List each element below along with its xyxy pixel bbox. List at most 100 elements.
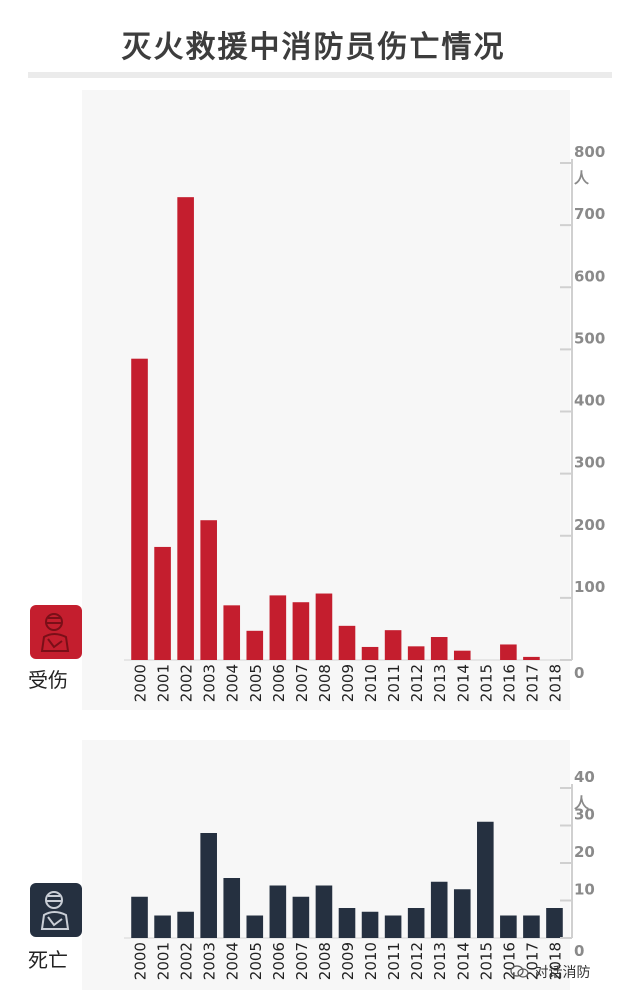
deaths-x-tick-label: 2003 <box>201 942 219 980</box>
deaths-x-tick-label: 2011 <box>385 942 403 980</box>
injured-bar <box>200 520 217 660</box>
injured-x-tick-label: 2004 <box>224 664 242 702</box>
injured-bar <box>246 630 264 660</box>
injured-bar <box>384 630 402 660</box>
injured-bar <box>361 646 379 660</box>
deaths-x-tick-label: 2009 <box>339 942 357 980</box>
deaths-x-tick-label: 2017 <box>523 942 541 980</box>
deaths-bar <box>269 885 287 938</box>
injured-x-tick-label: 2011 <box>385 664 403 702</box>
injured-bar <box>269 595 287 660</box>
deaths-bar <box>154 915 171 938</box>
injured-x-tick-label: 2003 <box>201 664 219 702</box>
deaths-bar <box>200 833 217 938</box>
injured-y-tick-label: 600 <box>574 267 605 285</box>
deaths-x-tick-label: 2014 <box>454 942 472 980</box>
injured-bar <box>407 646 425 660</box>
injured-y-tick-label: 300 <box>574 454 605 472</box>
injured-badge <box>30 605 82 659</box>
deaths-x-tick-label: 2018 <box>546 942 564 980</box>
deaths-bar <box>223 878 241 938</box>
injured-x-tick-label: 2000 <box>132 664 150 702</box>
deaths-bar <box>246 915 264 938</box>
injured-bar <box>154 546 171 660</box>
deaths-x-tick-label: 2007 <box>293 942 311 980</box>
injured-x-tick-label: 2013 <box>431 664 449 702</box>
deaths-bar-chart: 2000 2001 2002 2003 2004 2005 2006 2007 2008 2009… <box>124 768 595 980</box>
deaths-bar <box>523 915 540 938</box>
injured-bar-chart: 2000 2001 2002 2003 2004 2005 2006 2007 2008 2009… <box>124 143 605 702</box>
deaths-bar <box>453 889 471 938</box>
deaths-x-tick-label: 2000 <box>132 942 150 980</box>
injured-y-tick-label: 500 <box>574 329 605 347</box>
injured-x-tick-label: 2018 <box>546 664 564 702</box>
deaths-x-tick-label: 2016 <box>500 942 518 980</box>
deaths-x-tick-label: 2004 <box>224 942 242 980</box>
injured-x-tick-label: 2010 <box>362 664 380 702</box>
deaths-bar <box>546 908 563 938</box>
injured-bar <box>453 650 471 660</box>
injured-x-tick-label: 2005 <box>247 664 265 702</box>
deaths-x-tick-label: 2012 <box>408 942 426 980</box>
injured-y-tick-label: 400 <box>574 392 605 410</box>
injured-bar <box>177 197 194 660</box>
wechat-icon <box>510 965 529 978</box>
injured-y-tick-label: 800 <box>574 143 605 161</box>
deaths-x-tick-label: 2008 <box>316 942 334 980</box>
deaths-y-tick-label: 0 <box>574 942 584 960</box>
deaths-bar <box>361 911 379 938</box>
deaths-y-tick-label: 20 <box>574 843 595 861</box>
injured-x-tick-label: 2001 <box>155 664 173 702</box>
deaths-x-tick-label: 2010 <box>362 942 380 980</box>
injured-y-tick-label: 200 <box>574 516 605 534</box>
injured-x-tick-label: 2016 <box>500 664 518 702</box>
deaths-x-tick-label: 2006 <box>270 942 288 980</box>
deaths-y-tick-label: 30 <box>574 806 595 824</box>
injured-label: 受伤 <box>28 668 68 692</box>
deaths-x-tick-label: 2001 <box>155 942 173 980</box>
deaths-x-tick-label: 2005 <box>247 942 265 980</box>
deaths-bar <box>407 908 425 938</box>
injured-x-tick-label: 2008 <box>316 664 334 702</box>
deaths-bar <box>315 885 333 938</box>
injured-x-tick-label: 2009 <box>339 664 357 702</box>
injured-bar <box>292 602 310 660</box>
deaths-y-tick-label: 40 <box>574 768 595 786</box>
injured-x-tick-label: 2012 <box>408 664 426 702</box>
deaths-label: 死亡 <box>28 948 68 972</box>
injured-x-tick-label: 2007 <box>293 664 311 702</box>
deaths-y-tick-label: 10 <box>574 881 595 899</box>
injured-bar <box>223 605 241 660</box>
injured-y-tick-label: 700 <box>574 205 605 223</box>
deceased-firefighter-icon <box>40 891 70 930</box>
watermark: 对话消防 <box>510 962 590 982</box>
injured-x-tick-label: 2014 <box>454 664 472 702</box>
deaths-bar <box>477 821 494 938</box>
injured-x-tick-label: 2006 <box>270 664 288 702</box>
deaths-x-tick-label: 2002 <box>178 942 196 980</box>
page-title: 灭火救援中消防员伤亡情况 <box>121 30 506 65</box>
deaths-bar <box>131 896 148 938</box>
deaths-unit-label: 人 <box>574 794 590 812</box>
injured-unit-label: 人 <box>574 169 590 187</box>
deaths-badge <box>30 883 82 937</box>
injured-x-tick-label: 2017 <box>523 664 541 702</box>
injured-x-tick-label: 2002 <box>178 664 196 702</box>
injured-bar <box>523 656 540 660</box>
injured-bar <box>338 625 356 660</box>
deaths-bar <box>430 881 448 938</box>
injured-bar <box>430 637 448 660</box>
deaths-x-tick-label: 2013 <box>431 942 449 980</box>
injured-bar <box>131 358 148 660</box>
deaths-bar <box>384 915 402 938</box>
title-divider <box>28 72 612 78</box>
deaths-bar <box>292 896 310 938</box>
injured-y-tick-label: 100 <box>574 578 605 596</box>
injured-bar <box>315 593 333 660</box>
deaths-bar <box>177 911 194 938</box>
deaths-bar <box>500 915 517 938</box>
injured-x-tick-label: 2015 <box>477 664 495 702</box>
deaths-bar <box>338 908 356 938</box>
deaths-x-tick-label: 2015 <box>477 942 495 980</box>
